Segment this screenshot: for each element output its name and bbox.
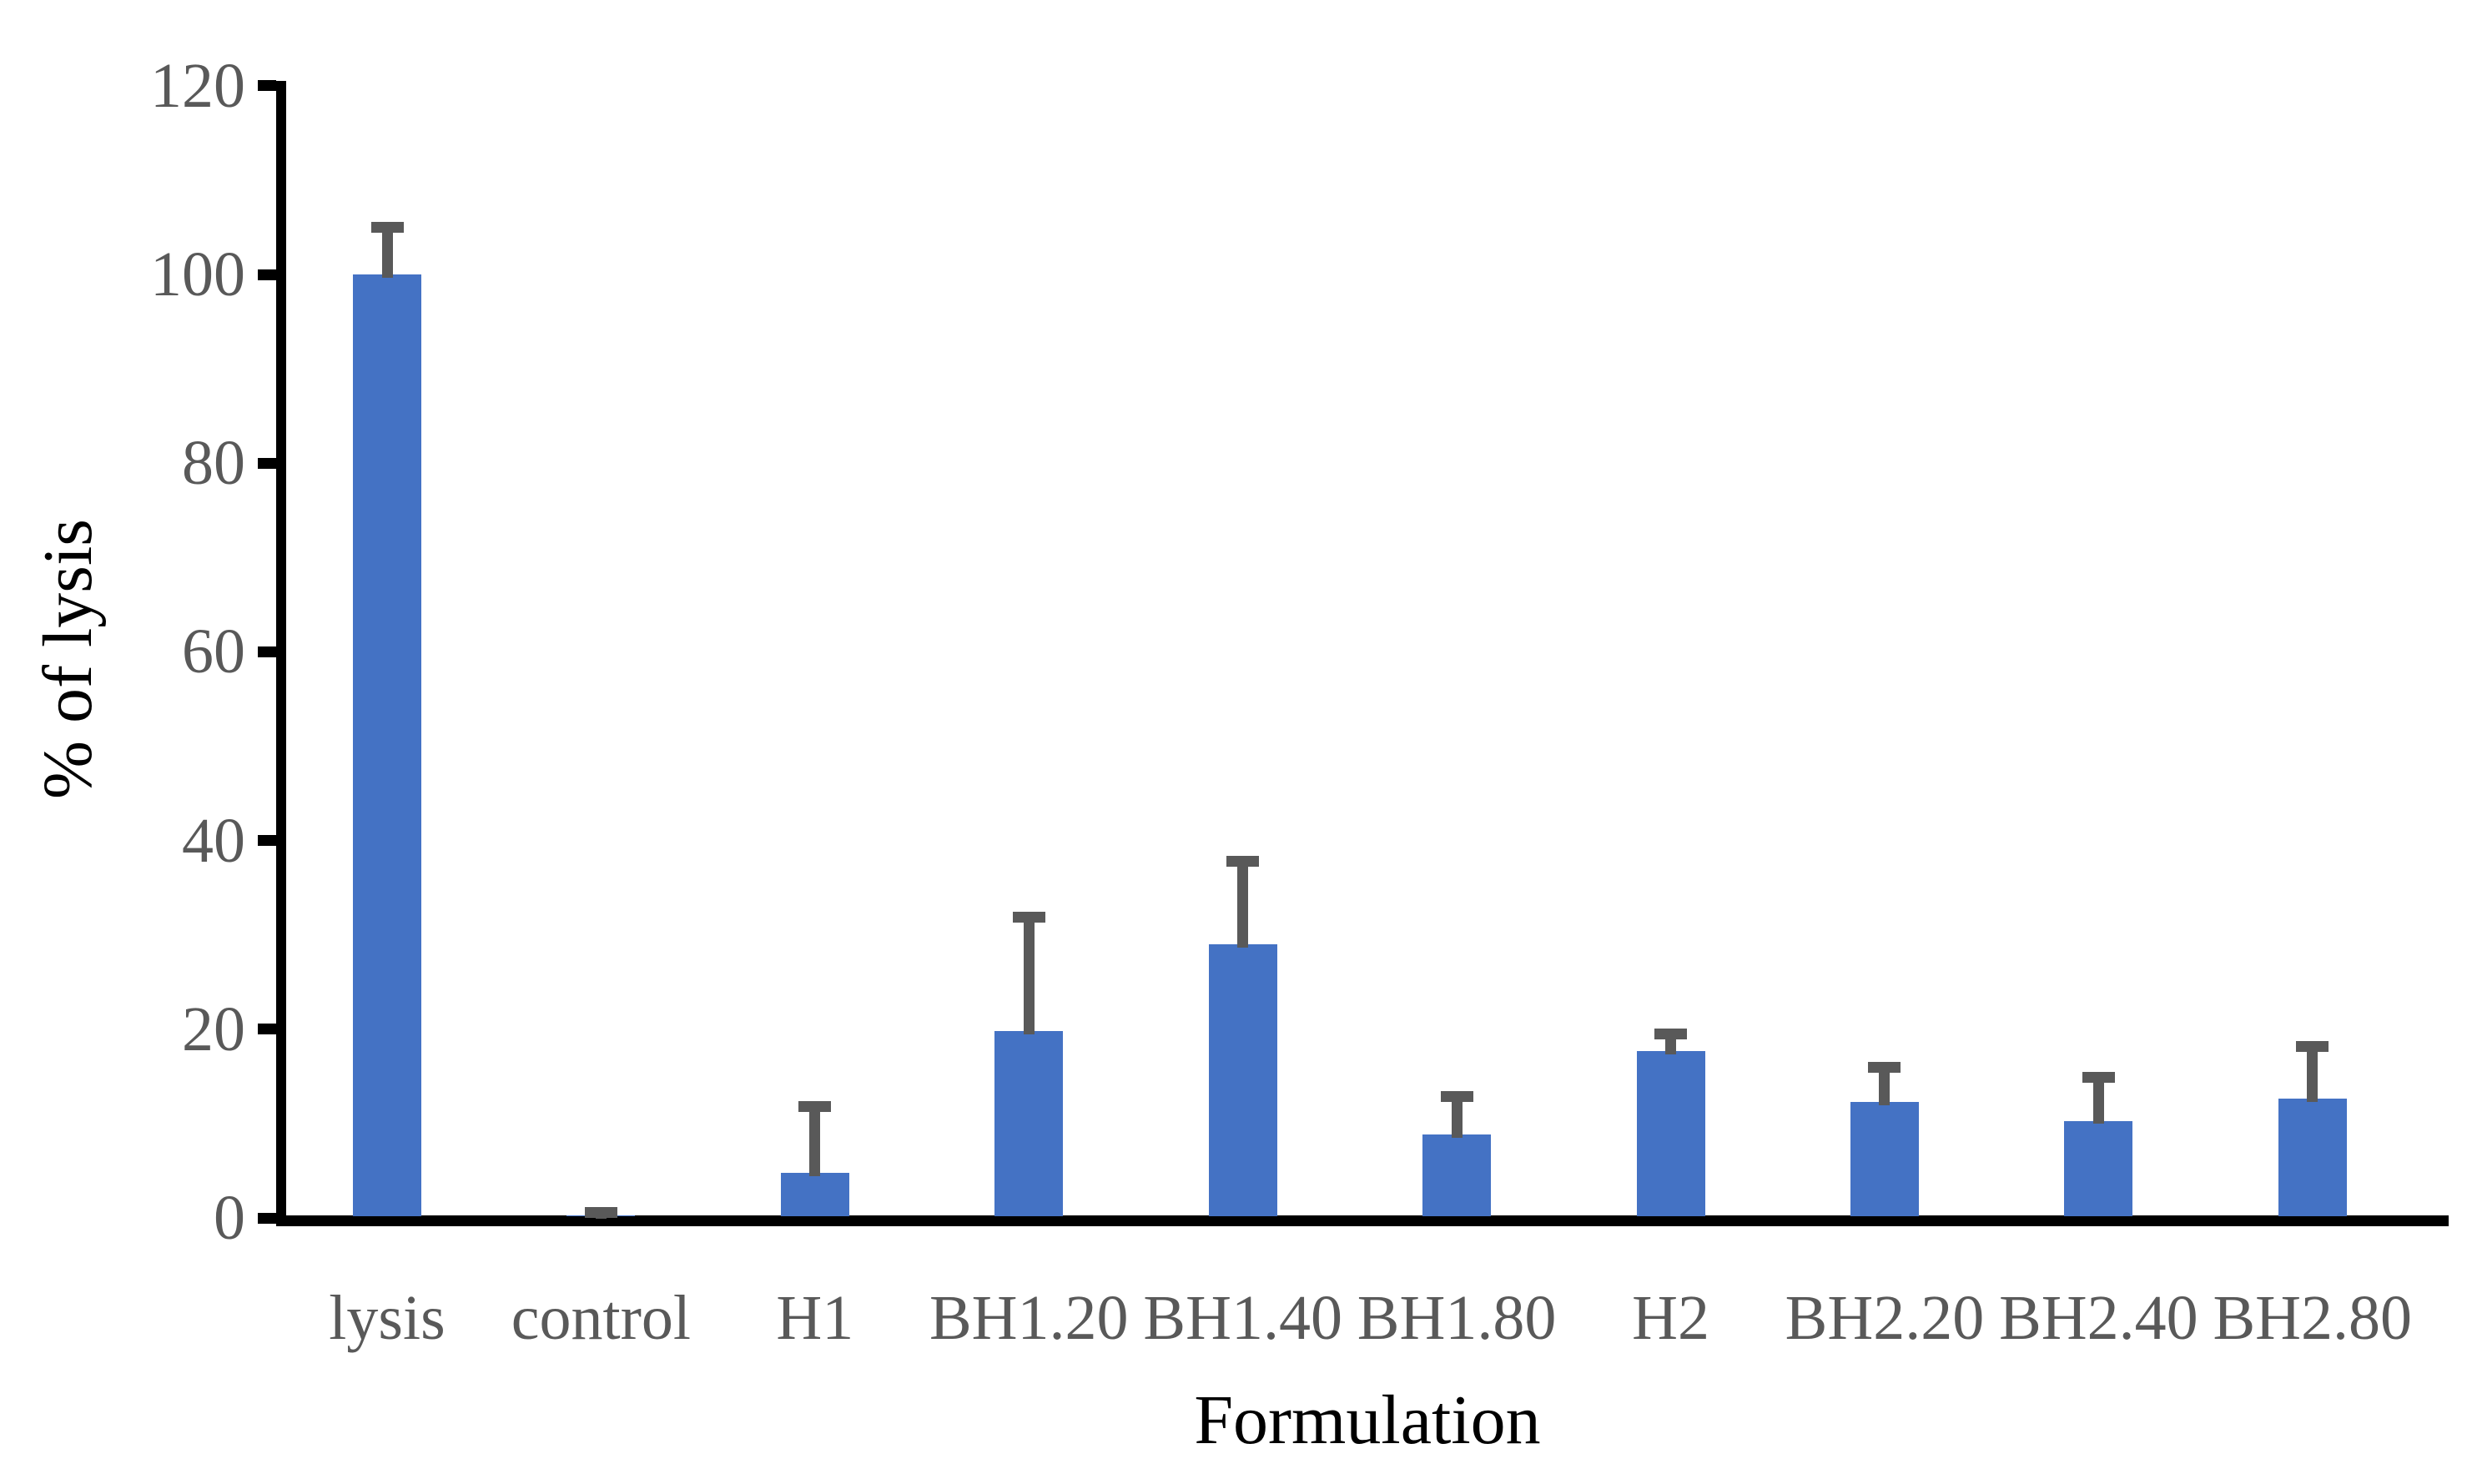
error-bar-cap bbox=[1654, 1028, 1688, 1039]
x-category-label: BH1.20 bbox=[929, 1283, 1129, 1353]
x-category-label: control bbox=[511, 1283, 692, 1353]
x-axis-line bbox=[276, 1215, 2449, 1226]
bar bbox=[1208, 944, 1277, 1216]
bar bbox=[994, 1031, 1064, 1216]
bar bbox=[2064, 1120, 2133, 1216]
y-tick-label: 80 bbox=[182, 428, 245, 499]
bar bbox=[1422, 1134, 1492, 1216]
error-bar-cap bbox=[1868, 1061, 1901, 1073]
x-category-label: H1 bbox=[776, 1283, 854, 1353]
error-bar-whisker bbox=[1879, 1067, 1891, 1105]
bar bbox=[353, 274, 421, 1216]
y-tick-label: 60 bbox=[182, 616, 245, 687]
x-category-label: BH2.20 bbox=[1785, 1283, 1985, 1353]
error-bar-cap bbox=[2296, 1040, 2329, 1052]
x-category-label: BH1.40 bbox=[1143, 1283, 1342, 1353]
y-tick-label: 40 bbox=[182, 805, 245, 876]
bar bbox=[1850, 1101, 1919, 1216]
x-category-label: BH2.40 bbox=[1999, 1283, 2198, 1353]
bar bbox=[1636, 1050, 1705, 1216]
y-tick-mark bbox=[258, 457, 276, 469]
error-bar-whisker bbox=[1237, 861, 1249, 948]
y-tick-label: 0 bbox=[214, 1183, 245, 1253]
y-tick-mark bbox=[258, 1212, 276, 1224]
error-bar-whisker bbox=[1023, 917, 1035, 1035]
y-tick-mark bbox=[258, 835, 276, 847]
bar bbox=[780, 1172, 849, 1216]
error-bar-cap bbox=[1012, 911, 1045, 923]
y-tick-mark bbox=[258, 269, 276, 280]
error-bar-cap bbox=[1226, 855, 1260, 867]
bar bbox=[2278, 1099, 2347, 1216]
x-category-label: H2 bbox=[1632, 1283, 1709, 1353]
error-bar-whisker bbox=[2092, 1077, 2104, 1124]
error-bar-whisker bbox=[809, 1106, 821, 1176]
error-bar-whisker bbox=[1451, 1096, 1463, 1139]
error-bar-cap bbox=[798, 1101, 832, 1113]
error-bar-cap bbox=[584, 1206, 617, 1218]
y-axis-line bbox=[276, 81, 286, 1226]
error-bar-whisker bbox=[381, 227, 393, 278]
y-tick-mark bbox=[258, 80, 276, 92]
y-tick-label: 120 bbox=[150, 50, 245, 121]
x-category-label: lysis bbox=[329, 1283, 446, 1353]
y-tick-label: 20 bbox=[182, 994, 245, 1064]
x-axis-title: Formulation bbox=[1194, 1381, 1541, 1459]
y-tick-mark bbox=[258, 646, 276, 657]
error-bar-cap bbox=[2082, 1071, 2115, 1083]
x-category-label: BH2.80 bbox=[2213, 1283, 2413, 1353]
x-category-label: BH1.80 bbox=[1357, 1283, 1557, 1353]
y-tick-label: 100 bbox=[150, 239, 245, 309]
y-tick-mark bbox=[258, 1024, 276, 1035]
error-bar-cap bbox=[1440, 1090, 1473, 1102]
error-bar-cap bbox=[370, 221, 404, 233]
error-bar-whisker bbox=[2307, 1046, 2318, 1103]
